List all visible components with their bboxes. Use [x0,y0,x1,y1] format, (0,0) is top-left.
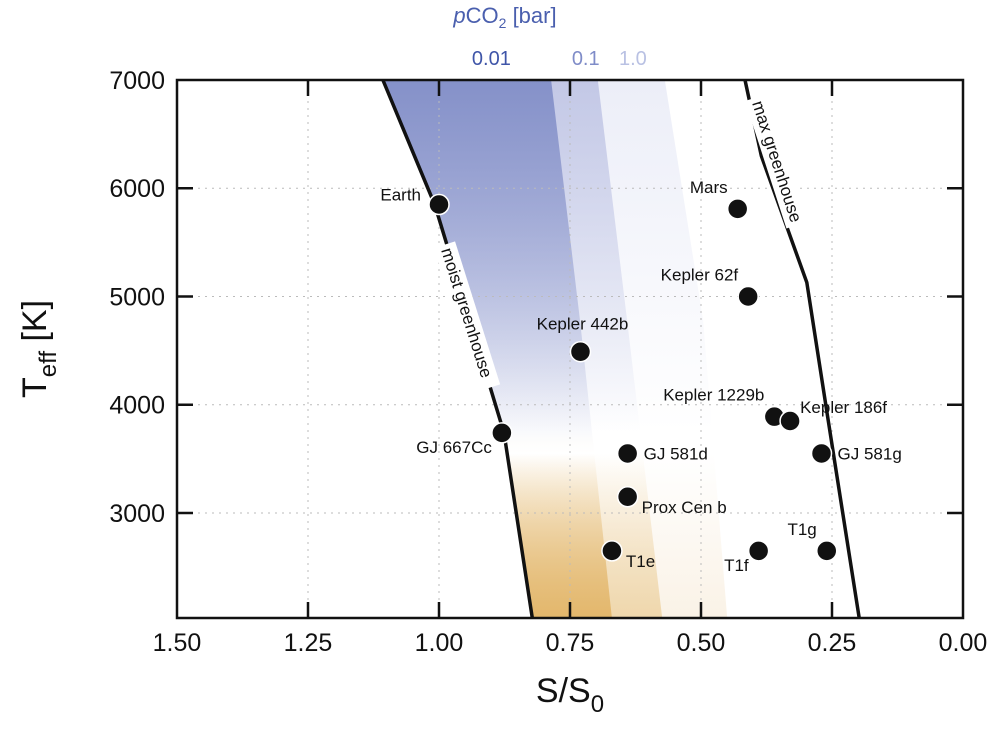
planet-label: GJ 581g [838,444,902,463]
x-tick-label: 0.50 [677,629,726,657]
planet-marker [601,540,623,562]
x-axis-label: S/S0 [536,672,604,718]
planet-prox-cen-b: Prox Cen b [616,486,727,517]
planet-marker [816,540,838,562]
planet-label: Kepler 1229b [663,386,764,405]
y-tick-label: 5000 [109,283,165,311]
planet-label: T1e [626,552,655,571]
planet-gj-667cc: GJ 667Cc [416,422,513,457]
planet-label: T1f [724,556,749,575]
axis-ticks: 1.50 1.25 1.00 0.75 0.50 0.25 0.00 3000 4000 5000… [109,67,987,657]
planet-t1f: T1f [724,540,770,575]
planet-kepler-62f: Kepler 62f [661,265,759,308]
y-axis-label: Teff [K] [16,300,62,398]
y-tick-label: 6000 [109,175,165,203]
planet-label: Kepler 442b [537,315,629,334]
planet-marker [737,285,759,308]
pco2-bands [382,80,728,618]
planet-gj-581g: GJ 581g [810,442,902,465]
x-tick-label: 1.50 [153,629,202,657]
planet-marker [616,442,639,465]
x-tick-label: 0.00 [939,629,988,657]
planets: Earth Mars Kepler 62f Kepler 442b GJ 667Cc Ke… [380,178,901,575]
planet-marker [616,486,639,508]
planet-label: Kepler 186f [800,398,887,417]
planet-t1e: T1e [601,540,655,571]
planet-marker [726,198,749,220]
y-tick-label: 7000 [109,67,165,95]
planet-label: GJ 667Cc [416,438,492,457]
planet-label: T1g [787,520,816,539]
planet-kepler-186f: Kepler 186f [779,398,887,432]
pco2-label: 1.0 [619,48,647,70]
planet-marker [569,340,592,363]
x-tick-label: 0.75 [546,629,595,657]
planet-marker [810,442,833,465]
pco2-label: 0.01 [472,48,511,70]
y-tick-label: 3000 [109,500,165,528]
planet-label: Prox Cen b [642,498,727,517]
planet-marker [747,540,770,562]
label-gap [434,241,501,392]
grid [177,80,963,618]
planet-label: Kepler 62f [661,265,739,284]
planet-label: Earth [380,185,421,204]
y-tick-label: 4000 [109,392,165,420]
greenhouse-limits [381,79,861,619]
planet-t1g: T1g [787,520,838,562]
planet-mars: Mars [690,178,749,220]
planet-kepler-442b: Kepler 442b [537,315,629,363]
planet-marker [491,422,513,444]
max-greenhouse-label: max greenhouse [748,98,805,224]
planet-marker [428,193,450,216]
top-axis-pco2: pCO2 [bar] 0.01 0.1 1.0 [452,3,646,70]
planet-earth: Earth [380,185,450,216]
top-axis-title: pCO2 [bar] [452,3,556,31]
planet-label: Mars [690,178,728,197]
x-tick-label: 1.25 [284,629,333,657]
planet-gj-581d: GJ 581d [616,442,708,465]
x-tick-label: 1.00 [415,629,464,657]
x-tick-label: 0.25 [808,629,857,657]
label-gap [745,94,808,229]
planet-label: GJ 581d [644,444,708,463]
planet-marker [779,410,801,432]
pco2-label: 0.1 [572,48,600,70]
